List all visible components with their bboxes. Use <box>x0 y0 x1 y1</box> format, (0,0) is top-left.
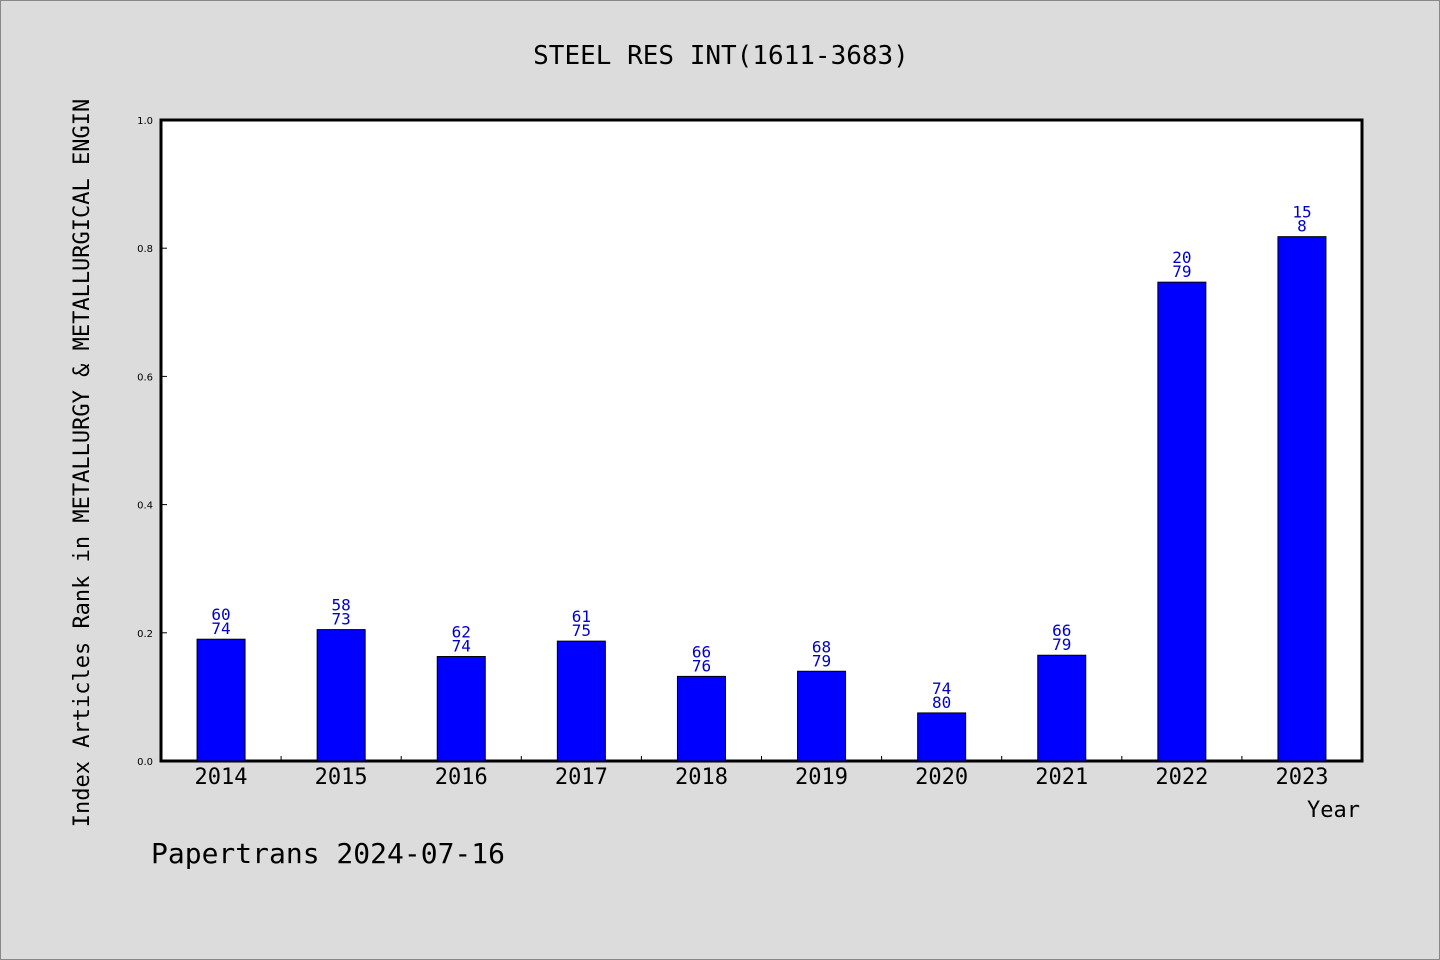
x-tick-label: 2018 <box>675 765 728 790</box>
y-tick-label: 0.4 <box>137 501 153 512</box>
bar-label-top: 74 <box>932 679 951 698</box>
bar-label-bottom: 75 <box>572 621 591 640</box>
bar-label-bottom: 80 <box>932 693 951 712</box>
x-tick-label: 2019 <box>795 765 848 790</box>
bar-label-top: 60 <box>211 605 230 624</box>
x-tick-label: 2015 <box>315 765 368 790</box>
x-tick-label: 2021 <box>1035 765 1088 790</box>
bar-label-bottom: 74 <box>211 619 230 638</box>
bar-label-bottom: 79 <box>812 651 831 670</box>
y-tick-label: 0.8 <box>137 244 153 255</box>
bar-2017 <box>556 640 606 762</box>
chart-title: STEEL RES INT(1611-3683) <box>533 41 909 71</box>
y-axis-ticks: 0.0 0.2 0.4 0.6 0.8 1.0 <box>137 116 167 768</box>
bar-2023 <box>1277 236 1327 762</box>
bar-2022 <box>1157 281 1207 762</box>
bar-2021 <box>1037 654 1087 762</box>
y-tick-label: 0.6 <box>137 372 153 383</box>
bar-label-top: 62 <box>452 623 471 642</box>
bar-label-top: 66 <box>1052 621 1071 640</box>
bar-label-top: 61 <box>572 607 591 626</box>
bar-label-top: 58 <box>332 596 351 615</box>
bar-label-top: 20 <box>1172 248 1191 267</box>
x-tick-label: 2016 <box>435 765 488 790</box>
bar-label-bottom: 79 <box>1052 635 1071 654</box>
bar-2016 <box>436 656 486 762</box>
x-tick-label: 2017 <box>555 765 608 790</box>
bar-2014 <box>196 638 246 762</box>
bar-label-top: 68 <box>812 637 831 656</box>
bar-label-top: 66 <box>692 642 711 661</box>
x-tick-label: 2014 <box>195 765 248 790</box>
y-axis-label: Index Articles Rank in METALLURGY & META… <box>70 99 95 827</box>
y-tick-label: 1.0 <box>137 116 153 127</box>
y-tick-label: 0.2 <box>137 629 153 640</box>
x-axis-label: Year <box>1307 798 1360 823</box>
x-tick-label: 2020 <box>915 765 968 790</box>
bar-label-bottom: 8 <box>1297 217 1307 236</box>
x-axis-ticks: 2014 2015 2016 2017 2018 2019 2020 2021 2022 2023 <box>195 756 1328 790</box>
bar-2015 <box>316 629 366 762</box>
footer-text: Papertrans 2024-07-16 <box>151 837 505 870</box>
bar-label-bottom: 73 <box>332 610 351 629</box>
x-tick-label: 2023 <box>1275 765 1328 790</box>
x-tick-label: 2022 <box>1155 765 1208 790</box>
y-tick-label: 0.0 <box>137 757 153 768</box>
bar-2018 <box>676 675 726 762</box>
bar-2020 <box>917 712 967 762</box>
bar-label-bottom: 74 <box>452 637 471 656</box>
bar-label-top: 15 <box>1292 203 1311 222</box>
bar-2019 <box>797 670 847 762</box>
bar-label-bottom: 79 <box>1172 262 1191 281</box>
bar-label-bottom: 76 <box>692 656 711 675</box>
